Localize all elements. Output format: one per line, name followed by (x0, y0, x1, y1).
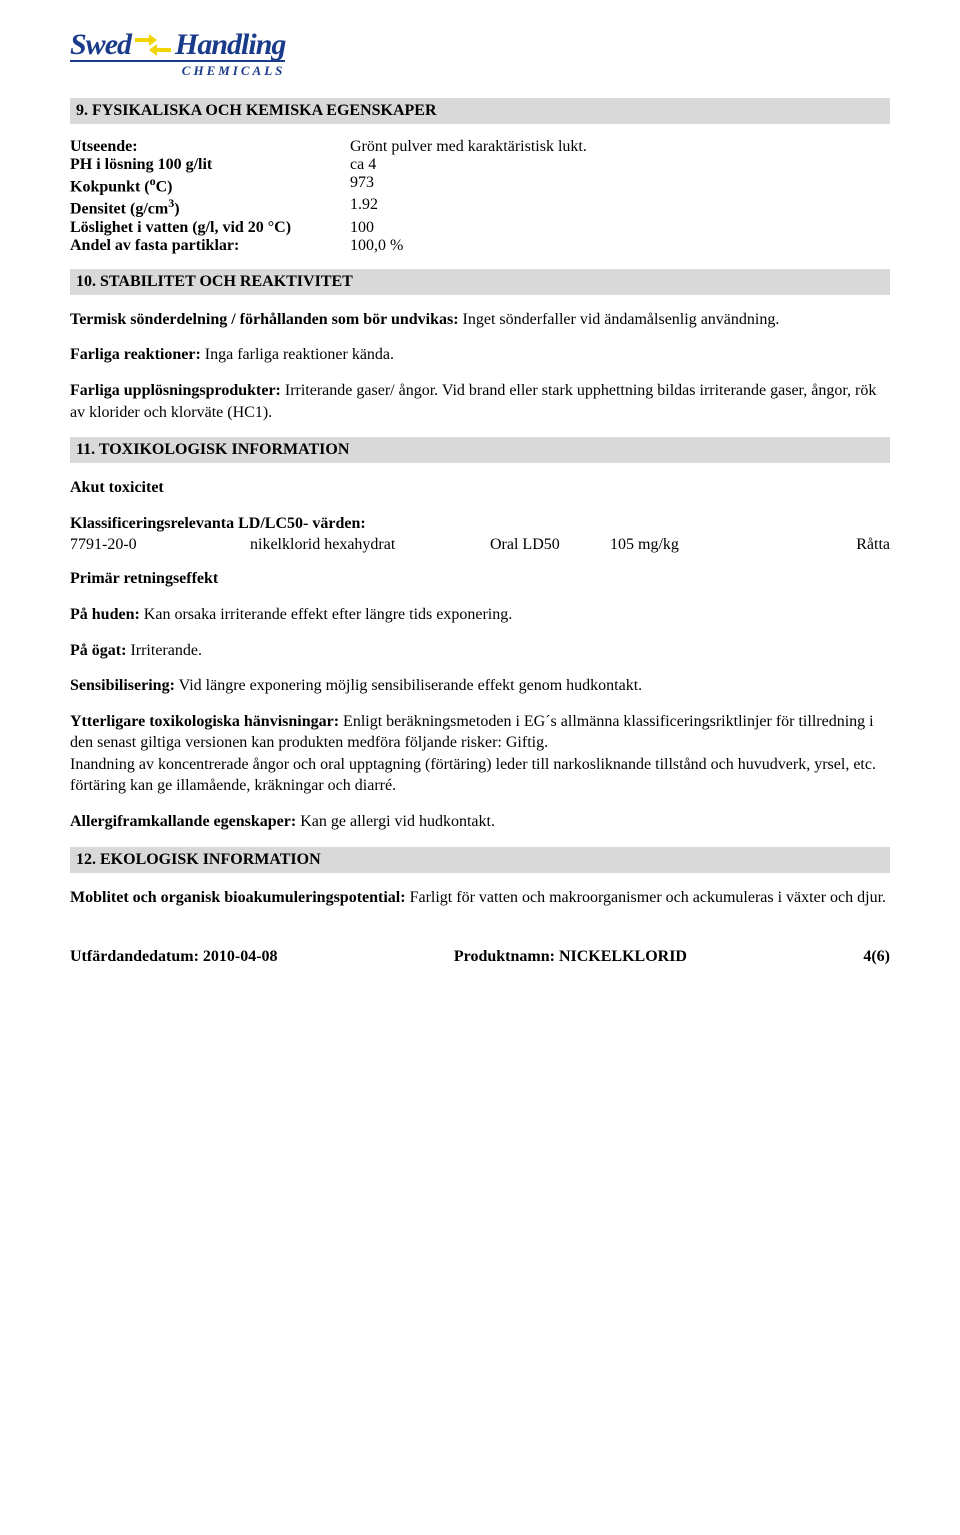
allergy-text: Kan ge allergi vid hudkontakt. (296, 813, 495, 830)
appearance-value: Grönt pulver med karaktäristisk lukt. (350, 138, 890, 156)
section-11-header: 11. TOXIKOLOGISK INFORMATION (70, 437, 890, 463)
solids-label: Andel av fasta partiklar: (70, 237, 350, 255)
footer-page: 4(6) (863, 948, 890, 966)
ph-value: ca 4 (350, 156, 890, 174)
eye-paragraph: På ögat: Irriterande. (70, 640, 890, 662)
addtox-label: Ytterligare toxikologiska hänvisningar: (70, 713, 339, 730)
mobility-label: Moblitet och organisk bioakumuleringspot… (70, 889, 406, 906)
decomp-label: Farliga upplösningsprodukter: (70, 382, 281, 399)
footer-product: Produktnamn: NICKELKLORID (454, 948, 687, 966)
allergy-paragraph: Allergiframkallande egenskaper: Kan ge a… (70, 811, 890, 833)
density-value: 1.92 (350, 196, 890, 218)
acute-toxicity-heading: Akut toxicitet (70, 477, 890, 499)
classification-label: Klassificeringsrelevanta LD/LC50- värden… (70, 513, 890, 535)
reactions-text: Inga farliga reaktioner kända. (201, 346, 394, 363)
boiling-point-label: Kokpunkt (oC) (70, 174, 350, 196)
thermal-decomp-paragraph: Termisk sönderdelning / förhållanden som… (70, 309, 890, 331)
footer-date: Utfärdandedatum: 2010-04-08 (70, 948, 278, 966)
ld50-name: nikelklorid hexahydrat (250, 536, 490, 554)
additional-tox-paragraph-1: Ytterligare toxikologiska hänvisningar: … (70, 711, 890, 754)
density-label: Densitet (g/cm3) (70, 196, 350, 218)
sens-label: Sensibilisering: (70, 677, 175, 694)
logo-text-handling: Handling (175, 28, 285, 61)
section-12-header: 12. EKOLOGISK INFORMATION (70, 847, 890, 873)
ld50-cas: 7791-20-0 (70, 536, 250, 554)
logo-subtext: CHEMICALS (70, 60, 285, 79)
reactions-paragraph: Farliga reaktioner: Inga farliga reaktio… (70, 344, 890, 366)
ld50-row: 7791-20-0 nikelklorid hexahydrat Oral LD… (70, 536, 890, 554)
section-10-header: 10. STABILITET OCH REAKTIVITET (70, 269, 890, 295)
skin-paragraph: På huden: Kan orsaka irriterande effekt … (70, 604, 890, 626)
solids-value: 100,0 % (350, 237, 890, 255)
logo-arrows-icon (135, 32, 171, 62)
skin-label: På huden: (70, 606, 140, 623)
reactions-label: Farliga reaktioner: (70, 346, 201, 363)
page-footer: Utfärdandedatum: 2010-04-08 Produktnamn:… (70, 948, 890, 966)
ld50-species: Råtta (740, 536, 890, 554)
eye-text: Irriterande. (126, 642, 202, 659)
solubility-value: 100 (350, 219, 890, 237)
logo-text-swed: Swed (70, 28, 131, 61)
ld50-route: Oral LD50 (490, 536, 610, 554)
ld50-value: 105 mg/kg (610, 536, 740, 554)
thermal-label: Termisk sönderdelning / förhållanden som… (70, 311, 459, 328)
eye-label: På ögat: (70, 642, 126, 659)
logo: Swed Handling CHEMICALS (70, 30, 890, 80)
mobility-paragraph: Moblitet och organisk bioakumuleringspot… (70, 887, 890, 909)
primary-irritation-heading: Primär retningseffekt (70, 568, 890, 590)
thermal-text: Inget sönderfaller vid ändamålsenlig anv… (459, 311, 780, 328)
allergy-label: Allergiframkallande egenskaper: (70, 813, 296, 830)
mobility-text: Farligt för vatten och makroorganismer o… (406, 889, 886, 906)
additional-tox-paragraph-2: Inandning av koncentrerade ångor och ora… (70, 754, 890, 797)
decomp-products-paragraph: Farliga upplösningsprodukter: Irriterand… (70, 380, 890, 423)
sensitization-paragraph: Sensibilisering: Vid längre exponering m… (70, 675, 890, 697)
solubility-label: Löslighet i vatten (g/l, vid 20 °C) (70, 219, 350, 237)
appearance-label: Utseende: (70, 138, 350, 156)
sens-text: Vid längre exponering möjlig sensibilise… (175, 677, 642, 694)
properties-table: Utseende: Grönt pulver med karaktäristis… (70, 138, 890, 255)
section-9-header: 9. FYSIKALISKA OCH KEMISKA EGENSKAPER (70, 98, 890, 124)
ph-label: PH i lösning 100 g/lit (70, 156, 350, 174)
skin-text: Kan orsaka irriterande effekt efter läng… (140, 606, 512, 623)
boiling-point-value: 973 (350, 174, 890, 196)
